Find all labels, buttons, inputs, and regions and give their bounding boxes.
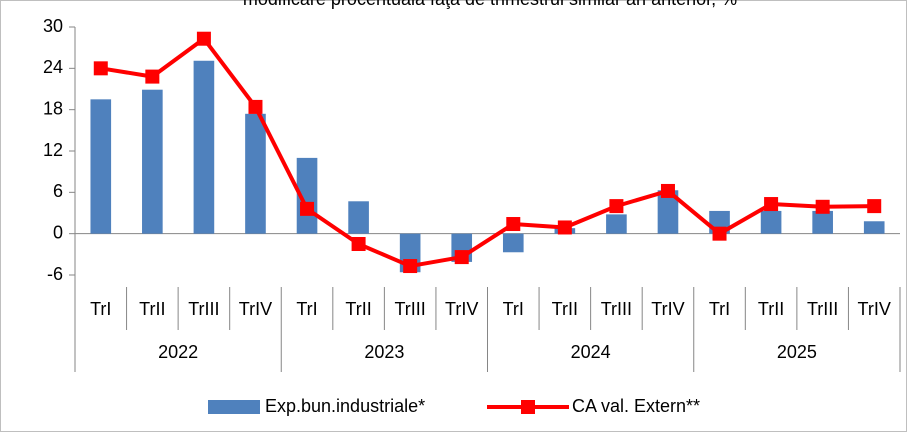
marker — [712, 226, 727, 241]
marker — [815, 199, 830, 214]
x-tick-label: TrIII — [807, 299, 838, 319]
x-tick-label: TrI — [296, 299, 317, 319]
year-label: 2023 — [364, 342, 404, 362]
marker — [454, 250, 469, 265]
marker — [764, 197, 779, 212]
bar — [90, 99, 112, 234]
marker — [300, 201, 315, 216]
marker — [248, 99, 263, 114]
x-tick-label: TrIV — [858, 299, 891, 319]
bar — [245, 113, 266, 234]
x-tick-label: TrIV — [651, 299, 684, 319]
x-tick-label: TrIV — [239, 299, 272, 319]
y-tick-label: 24 — [43, 57, 63, 77]
y-tick-label: 30 — [43, 16, 63, 36]
bar — [193, 60, 215, 234]
y-tick-label: 0 — [53, 222, 63, 242]
bar — [348, 201, 369, 234]
year-label: 2025 — [777, 342, 817, 362]
marker — [557, 220, 572, 235]
x-tick-label: TrI — [90, 299, 111, 319]
y-tick-label: 6 — [53, 181, 63, 201]
y-tick-label: 18 — [43, 98, 63, 118]
bar — [760, 210, 782, 234]
marker — [867, 199, 882, 214]
bar — [657, 190, 679, 234]
marker — [506, 217, 521, 232]
marker — [403, 259, 418, 274]
bar — [863, 221, 885, 234]
legend-label: CA val. Extern** — [572, 396, 700, 416]
legend-label: Exp.bun.industriale* — [265, 396, 425, 416]
line — [100, 36, 875, 269]
legend-marker — [521, 400, 535, 414]
marker — [145, 69, 160, 84]
bar — [812, 210, 833, 234]
x-tick-label: TrIII — [394, 299, 425, 319]
marker — [93, 61, 108, 76]
marker — [660, 183, 675, 198]
x-tick-label: TrI — [709, 299, 730, 319]
bar — [142, 89, 163, 234]
marker — [196, 31, 211, 46]
x-tick-label: TrI — [503, 299, 524, 319]
y-tick-label: -6 — [47, 264, 63, 284]
chart-title: modificare procentuală faţă de trimestru… — [243, 0, 737, 9]
marker — [351, 237, 366, 251]
y-tick-label: 12 — [43, 140, 63, 160]
x-tick-label: TrIII — [601, 299, 632, 319]
x-tick-label: TrIII — [188, 299, 219, 319]
year-label: 2024 — [571, 342, 611, 362]
year-label: 2022 — [158, 342, 198, 362]
legend-swatch — [208, 400, 260, 414]
x-tick-label: TrII — [139, 299, 165, 319]
bar — [502, 233, 524, 253]
x-tick-label: TrII — [758, 299, 784, 319]
bar — [606, 214, 627, 234]
marker — [609, 199, 624, 214]
x-tick-label: TrII — [345, 299, 371, 319]
x-tick-label: TrIV — [445, 299, 478, 319]
x-tick-label: TrII — [552, 299, 578, 319]
